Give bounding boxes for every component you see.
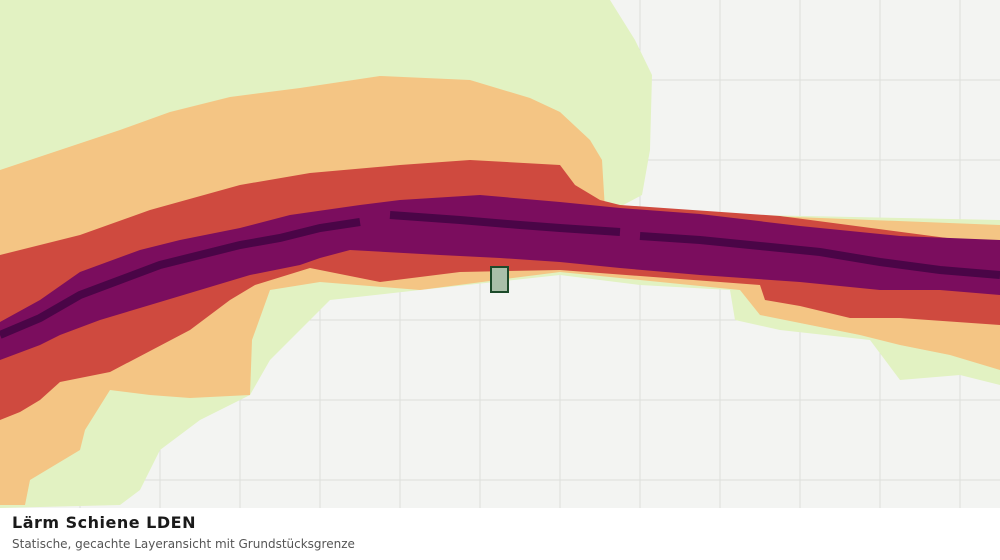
layer-subtitle: Statische, gecachte Layeransicht mit Gru…	[12, 537, 355, 551]
noise-zone-extreme	[0, 211, 1000, 339]
map	[0, 0, 1000, 508]
noise-zone-very-high	[0, 195, 1000, 360]
parcel-boundary	[490, 266, 509, 293]
caption: Lärm Schiene LDEN Statische, gecachte La…	[0, 508, 1000, 560]
noise-zone-medium	[0, 76, 1000, 505]
layer-title: Lärm Schiene LDEN	[12, 513, 196, 532]
